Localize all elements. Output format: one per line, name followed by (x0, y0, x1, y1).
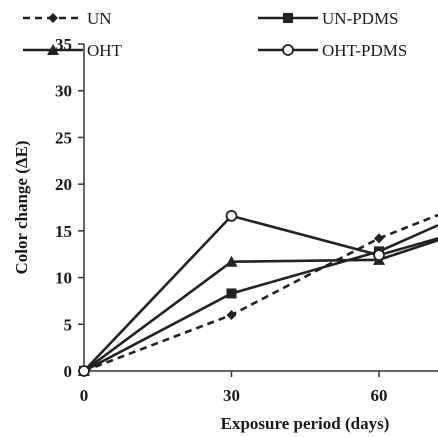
x-axis-ticks: 0 30 60 (80, 371, 388, 405)
legend: UN UN-PDMS OHT OHT-PDMS (23, 9, 407, 60)
legend-item-un-pdms: UN-PDMS (258, 9, 399, 28)
series-line-un (83, 213, 438, 373)
x-axis-title: Exposure period (days) (221, 414, 390, 433)
data-point-un (226, 309, 237, 320)
data-point-oht-pdms (225, 210, 238, 222)
x-tick-label: 30 (223, 386, 240, 405)
legend-item-un: UN (23, 9, 112, 28)
legend-label: UN-PDMS (322, 9, 399, 28)
y-tick-label: 25 (55, 128, 72, 147)
y-tick-label: 30 (55, 82, 72, 101)
series-layer (78, 210, 438, 377)
x-tick-label: 0 (80, 386, 89, 405)
series-oht (78, 238, 438, 376)
series-oht-pdms (78, 210, 438, 377)
y-tick-label: 15 (55, 222, 72, 241)
axes (83, 44, 438, 372)
y-axis-title: Color change (ΔE) (12, 140, 31, 274)
legend-label: UN (87, 9, 112, 28)
series-line-un-pdms (83, 224, 438, 373)
y-tick-label: 20 (55, 175, 72, 194)
data-point-oht-pdms (373, 249, 385, 262)
legend-marker (48, 13, 58, 23)
y-tick-label: 5 (64, 315, 73, 334)
series-line-oht (83, 238, 438, 373)
x-tick-label: 60 (371, 386, 388, 405)
y-tick-label: 10 (55, 269, 72, 288)
legend-item-oht: OHT (23, 41, 123, 60)
data-point-un (374, 233, 384, 244)
legend-label: OHT (87, 41, 123, 60)
data-point-un-pdms (226, 288, 237, 299)
data-point-oht (225, 255, 238, 267)
legend-marker (47, 44, 59, 55)
data-point-oht-pdms (78, 365, 90, 377)
y-tick-label: 0 (64, 362, 73, 381)
legend-marker (283, 13, 293, 23)
legend-marker (282, 44, 294, 56)
y-tick-label: 35 (55, 35, 72, 54)
legend-item-oht-pdms: OHT-PDMS (258, 41, 407, 60)
legend-label: OHT-PDMS (322, 41, 407, 60)
series-line-oht-pdms (83, 214, 438, 372)
series-un (79, 213, 438, 376)
y-axis-ticks: 0 5 10 15 20 25 30 35 (55, 35, 84, 381)
